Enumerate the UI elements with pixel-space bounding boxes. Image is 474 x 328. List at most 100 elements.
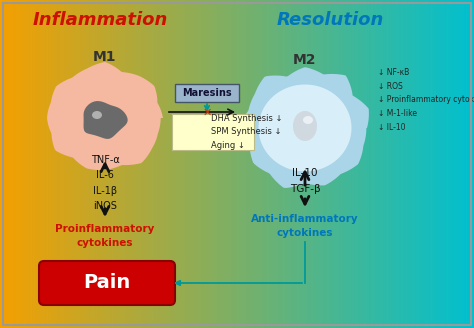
Bar — [465, 0, 467, 328]
Bar — [172, 0, 175, 328]
Bar — [401, 0, 404, 328]
Bar — [82, 0, 85, 328]
Bar — [332, 0, 334, 328]
Polygon shape — [239, 67, 369, 188]
Bar — [387, 0, 390, 328]
Bar — [438, 0, 440, 328]
Bar — [219, 0, 222, 328]
Bar — [447, 0, 450, 328]
Bar — [44, 0, 47, 328]
Bar — [328, 0, 331, 328]
Bar — [261, 0, 263, 328]
Bar — [182, 0, 184, 328]
Bar — [463, 0, 465, 328]
Bar — [62, 0, 64, 328]
Bar — [101, 0, 104, 328]
Bar — [5, 0, 7, 328]
Bar — [39, 0, 42, 328]
Bar — [33, 0, 36, 328]
Bar — [238, 0, 241, 328]
Bar — [461, 0, 464, 328]
Bar — [351, 0, 353, 328]
Bar — [215, 0, 218, 328]
Bar — [335, 0, 337, 328]
Text: TNF-α
IL-6
IL-1β
iNOS: TNF-α IL-6 IL-1β iNOS — [91, 154, 119, 212]
Bar — [91, 0, 94, 328]
Bar — [322, 0, 325, 328]
Bar — [435, 0, 437, 328]
Bar — [1, 0, 4, 328]
Bar — [273, 0, 276, 328]
Bar — [289, 0, 292, 328]
Bar — [58, 0, 61, 328]
Bar — [174, 0, 176, 328]
Bar — [108, 0, 110, 328]
Bar — [264, 0, 266, 328]
Bar — [280, 0, 282, 328]
Bar — [139, 0, 142, 328]
Bar — [384, 0, 386, 328]
Text: Proinflammatory
cytokines: Proinflammatory cytokines — [55, 224, 155, 248]
Bar — [228, 0, 230, 328]
Bar — [330, 0, 333, 328]
Bar — [51, 0, 53, 328]
Bar — [106, 0, 109, 328]
Bar — [103, 0, 105, 328]
Bar — [128, 0, 130, 328]
Polygon shape — [47, 62, 163, 170]
Bar — [397, 0, 399, 328]
Bar — [196, 0, 199, 328]
Bar — [115, 0, 118, 328]
Bar — [30, 0, 33, 328]
Bar — [209, 0, 211, 328]
Bar — [199, 0, 201, 328]
Bar — [183, 0, 186, 328]
Bar — [416, 0, 418, 328]
Bar — [398, 0, 401, 328]
Bar — [144, 0, 146, 328]
Bar — [226, 0, 228, 328]
Bar — [231, 0, 233, 328]
Bar — [417, 0, 419, 328]
Bar — [308, 0, 310, 328]
Bar — [326, 0, 328, 328]
Bar — [366, 0, 369, 328]
Bar — [27, 0, 29, 328]
Bar — [404, 0, 407, 328]
Bar — [343, 0, 346, 328]
Bar — [269, 0, 271, 328]
Bar — [205, 0, 208, 328]
Bar — [346, 0, 348, 328]
Bar — [93, 0, 96, 328]
Bar — [141, 0, 143, 328]
Bar — [198, 0, 200, 328]
Bar — [20, 0, 23, 328]
Bar — [425, 0, 428, 328]
Bar — [307, 0, 309, 328]
Bar — [234, 0, 237, 328]
Bar — [305, 0, 308, 328]
Bar — [57, 0, 59, 328]
Bar — [155, 0, 157, 328]
Bar — [473, 0, 474, 328]
Bar — [66, 0, 69, 328]
Bar — [446, 0, 448, 328]
Bar — [381, 0, 383, 328]
Bar — [452, 0, 455, 328]
Bar — [28, 0, 31, 328]
Bar — [186, 0, 189, 328]
Bar — [427, 0, 429, 328]
Bar — [259, 0, 262, 328]
Bar — [153, 0, 156, 328]
Bar — [213, 0, 216, 328]
Bar — [428, 0, 431, 328]
Bar — [120, 0, 123, 328]
Bar — [340, 0, 342, 328]
Bar — [18, 0, 20, 328]
Bar — [338, 0, 341, 328]
Bar — [36, 0, 39, 328]
Bar — [376, 0, 379, 328]
Bar — [288, 0, 290, 328]
Bar — [163, 0, 165, 328]
Bar — [148, 0, 151, 328]
